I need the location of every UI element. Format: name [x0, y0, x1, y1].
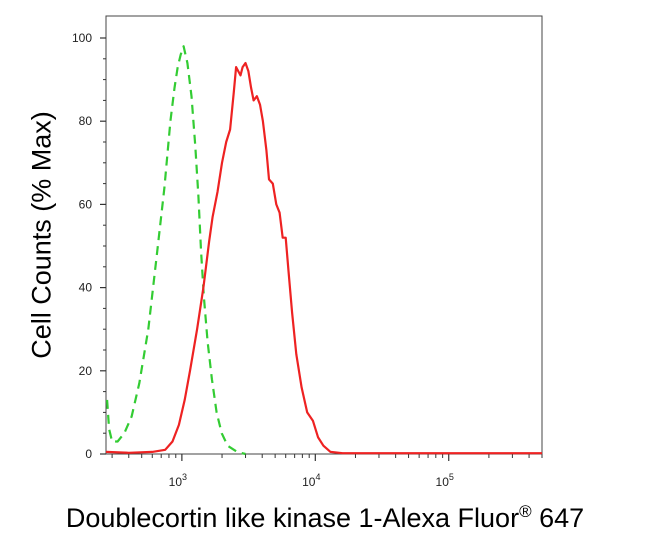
y-tick-label: 40 [79, 281, 93, 295]
y-tick-label: 80 [79, 114, 93, 128]
y-axis-title-text: Cell Counts (% Max) [26, 111, 57, 359]
x-tick-label-exponent: 4 [315, 472, 320, 482]
x-axis-title: Doublecortin like kinase 1-Alexa Fluor® … [0, 502, 650, 534]
x-tick-label-base: 10 [436, 475, 450, 489]
plot-area [105, 15, 543, 455]
x-axis-title-superscript: ® [519, 502, 532, 521]
y-axis: 0 20 40 60 80 100 [72, 31, 106, 461]
x-axis: 103 104 105 [111, 454, 543, 489]
x-tick-label-exponent: 5 [449, 472, 454, 482]
x-tick-label: 104 [302, 472, 320, 489]
x-tick-label: 103 [169, 472, 187, 489]
series-layer [105, 45, 542, 456]
x-tick-label-base: 10 [302, 475, 316, 489]
y-tick-label: 20 [79, 364, 93, 378]
y-axis-title: Cell Counts (% Max) [12, 85, 72, 385]
y-tick-label: 0 [85, 447, 92, 461]
x-tick-label: 105 [436, 472, 454, 489]
series-line-2 [105, 61, 542, 455]
y-tick-label: 60 [79, 197, 93, 211]
x-tick-label-base: 10 [169, 475, 183, 489]
x-axis-title-suffix: 647 [531, 503, 585, 533]
series-line-1 [106, 45, 246, 456]
x-tick-label-exponent: 3 [182, 472, 187, 482]
y-tick-label: 100 [72, 31, 92, 45]
plot-frame [105, 15, 543, 455]
x-axis-title-main: Doublecortin like kinase 1-Alexa Fluor [65, 503, 520, 533]
